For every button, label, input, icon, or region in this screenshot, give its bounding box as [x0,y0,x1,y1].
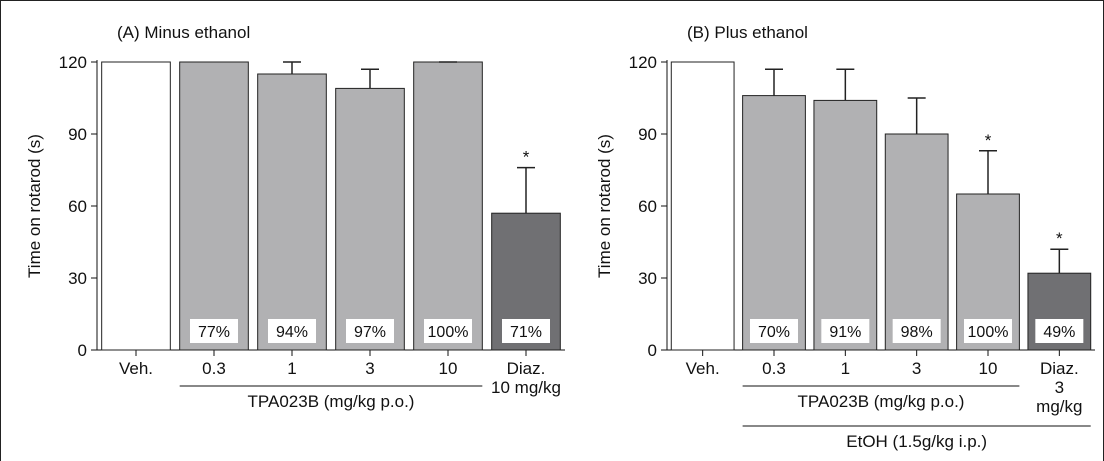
inset-label-box [424,319,472,343]
inset-label-box [750,319,798,343]
inset-label: 98% [901,324,933,341]
group-label: EtOH (1.5g/kg i.p.) [846,432,988,451]
x-tick-label: 0.3 [202,359,226,378]
bar [670,61,735,351]
x-tick-label: 3 [365,359,375,378]
bar [101,61,171,351]
inset-label: 70% [758,324,790,341]
inset-label: 77% [198,324,230,341]
bar [335,87,405,351]
x-tick-label: 3 [911,359,922,378]
y-axis-label: Time on rotarod (s) [595,134,614,278]
x-tick-label: 1 [840,359,851,378]
inset-label: 97% [354,324,386,341]
chart-title: (A) Minus ethanol [117,23,250,42]
significance-mark: * [985,131,992,150]
y-tick-label: 120 [59,53,87,72]
y-tick-label: 90 [68,125,87,144]
bar [813,99,878,351]
y-tick-label: 60 [638,197,657,216]
y-tick-label: 120 [629,53,657,72]
bar [413,61,483,351]
y-tick-label: 30 [638,269,657,288]
x-tick-label: 10 [438,359,458,378]
x-tick-label: 1 [287,359,297,378]
inset-label-box [268,319,316,343]
y-tick-label: 90 [638,125,657,144]
bar [884,133,949,351]
inset-label-box [190,319,238,343]
y-tick-label: 60 [68,197,87,216]
x-tick-label: 10 [978,359,998,378]
x-tick-label: 0.3 [762,359,786,378]
x-tick-label: Diaz. 3 mg/kg [1036,359,1083,416]
x-tick-label: Veh. [685,359,720,378]
inset-label-box [502,319,550,343]
y-tick-label: 0 [648,341,657,360]
inset-label: 94% [276,324,308,341]
inset-label: 49% [1043,324,1075,341]
inset-label-box [964,319,1012,343]
y-tick-label: 30 [68,269,87,288]
group-label: TPA023B (mg/kg p.o.) [797,392,965,411]
significance-mark: * [523,148,530,167]
y-axis-label: Time on rotarod (s) [25,134,44,278]
inset-label: 100% [968,324,1009,341]
inset-label: 71% [510,324,542,341]
x-tick-label: Veh. [118,359,154,378]
x-tick-label: Diaz. 10 mg/kg [491,359,561,397]
inset-label: 100% [428,324,469,341]
inset-label-box [821,319,870,343]
significance-mark: * [1056,229,1063,248]
inset-label-box [1035,319,1084,343]
y-tick-label: 0 [78,341,87,360]
bar [179,61,249,351]
chart-title: (B) Plus ethanol [687,23,808,42]
bar [257,73,327,351]
inset-label: 91% [829,324,861,341]
bar [742,95,806,351]
inset-label-box [892,319,941,343]
inset-label-box [346,319,394,343]
group-label: TPA023B (mg/kg p.o.) [247,392,415,411]
